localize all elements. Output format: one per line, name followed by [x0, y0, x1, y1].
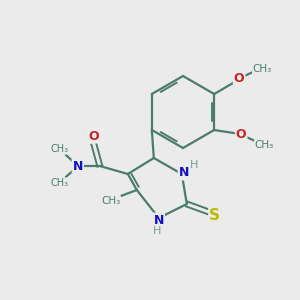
Text: H: H — [153, 226, 161, 236]
Text: O: O — [88, 130, 99, 142]
Text: S: S — [209, 208, 220, 224]
Text: N: N — [154, 214, 164, 226]
Text: CH₃: CH₃ — [101, 196, 120, 206]
Text: N: N — [73, 160, 83, 172]
Text: H: H — [190, 160, 198, 170]
Text: CH₃: CH₃ — [51, 178, 69, 188]
Text: O: O — [234, 71, 244, 85]
Text: O: O — [236, 128, 247, 142]
Text: N: N — [178, 167, 189, 179]
Text: CH₃: CH₃ — [253, 64, 272, 74]
Text: CH₃: CH₃ — [51, 144, 69, 154]
Text: CH₃: CH₃ — [255, 140, 274, 150]
